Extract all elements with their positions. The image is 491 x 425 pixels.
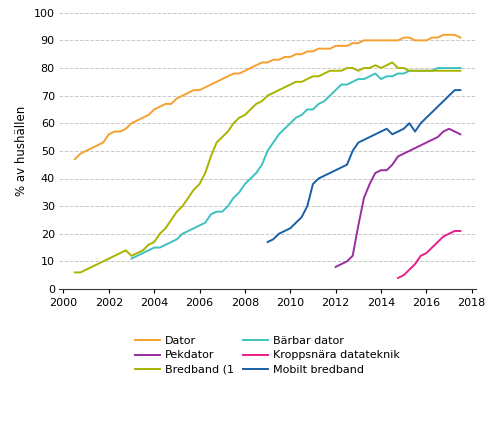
Y-axis label: % av hushällen: % av hushällen xyxy=(15,106,28,196)
Legend: Dator, Pekdator, Bredband (1, Bärbar dator, Kroppsnära datateknik, Mobilt bredba: Dator, Pekdator, Bredband (1, Bärbar dat… xyxy=(135,336,400,375)
